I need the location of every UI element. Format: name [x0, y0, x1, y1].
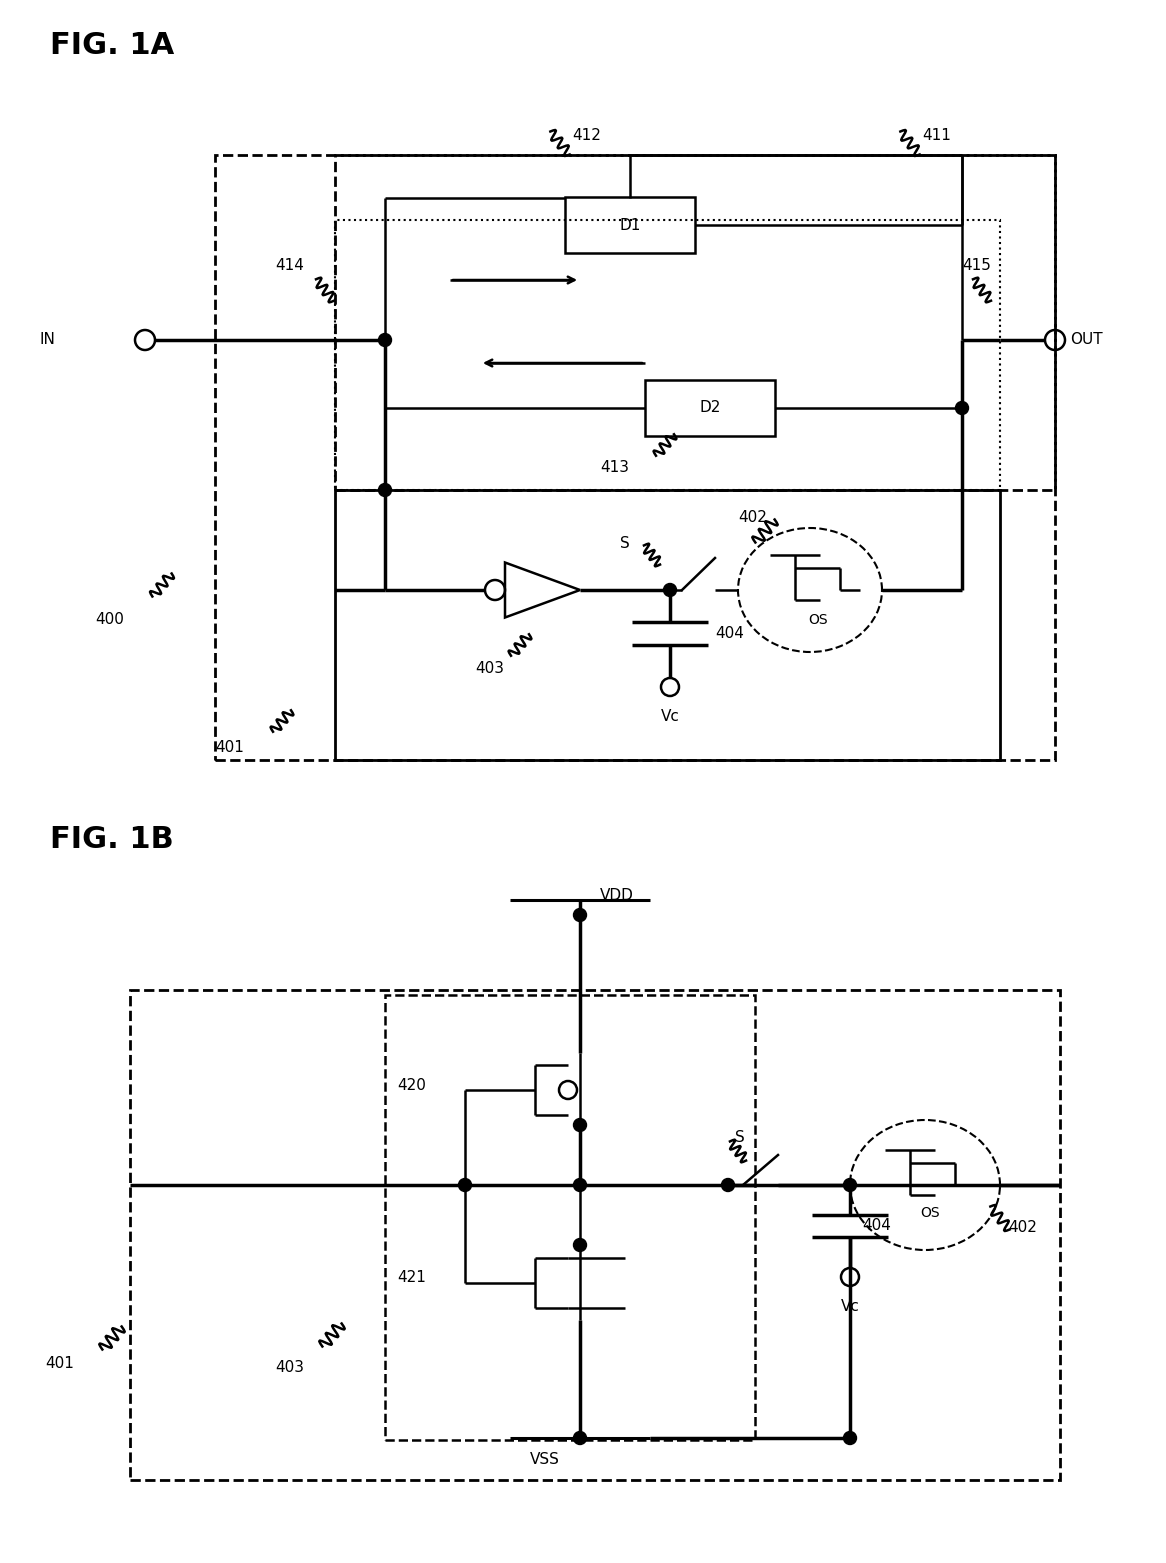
Text: OS: OS	[808, 613, 828, 627]
Text: 403: 403	[275, 1360, 304, 1375]
Circle shape	[843, 1432, 857, 1444]
Text: 415: 415	[962, 258, 991, 272]
Text: 402: 402	[738, 511, 767, 525]
Bar	[335, 489, 1000, 760]
Bar	[215, 155, 1055, 760]
Circle shape	[722, 1179, 735, 1191]
Text: 400: 400	[94, 613, 124, 627]
Text: FIG. 1B: FIG. 1B	[50, 825, 174, 855]
Circle shape	[379, 483, 392, 497]
Circle shape	[574, 1179, 586, 1191]
Bar	[335, 220, 1000, 489]
Circle shape	[458, 1179, 471, 1191]
Bar	[129, 989, 1060, 1480]
Text: S: S	[620, 536, 630, 550]
Text: 402: 402	[1007, 1221, 1037, 1235]
Text: S: S	[735, 1130, 745, 1146]
Circle shape	[574, 908, 586, 922]
Text: D1: D1	[619, 217, 640, 233]
Text: Vc: Vc	[841, 1299, 859, 1314]
Text: 404: 404	[715, 627, 744, 641]
Circle shape	[955, 402, 969, 414]
Bar	[385, 996, 756, 1440]
Text: OS: OS	[920, 1207, 940, 1221]
Bar	[335, 155, 1055, 489]
Text: 403: 403	[475, 661, 504, 675]
Text: 404: 404	[862, 1218, 891, 1233]
Circle shape	[574, 1432, 586, 1444]
Text: D2: D2	[700, 400, 721, 416]
Text: FIG. 1A: FIG. 1A	[50, 31, 174, 59]
Text: 421: 421	[396, 1271, 426, 1285]
Text: 412: 412	[573, 128, 600, 142]
Bar	[645, 380, 775, 436]
Text: 420: 420	[396, 1077, 426, 1093]
Text: 411: 411	[922, 128, 951, 142]
Circle shape	[379, 333, 392, 347]
Text: VDD: VDD	[600, 888, 634, 902]
Text: OUT: OUT	[1070, 333, 1103, 347]
Text: 401: 401	[45, 1355, 73, 1371]
Text: VSS: VSS	[531, 1452, 560, 1468]
Bar	[566, 197, 695, 253]
Text: 401: 401	[215, 741, 244, 755]
Circle shape	[843, 1179, 857, 1191]
Circle shape	[663, 583, 676, 597]
Circle shape	[574, 1238, 586, 1252]
Text: Vc: Vc	[661, 710, 680, 724]
Circle shape	[574, 1119, 586, 1132]
Text: 413: 413	[600, 461, 628, 475]
Text: 414: 414	[275, 258, 304, 272]
Text: IN: IN	[40, 333, 55, 347]
